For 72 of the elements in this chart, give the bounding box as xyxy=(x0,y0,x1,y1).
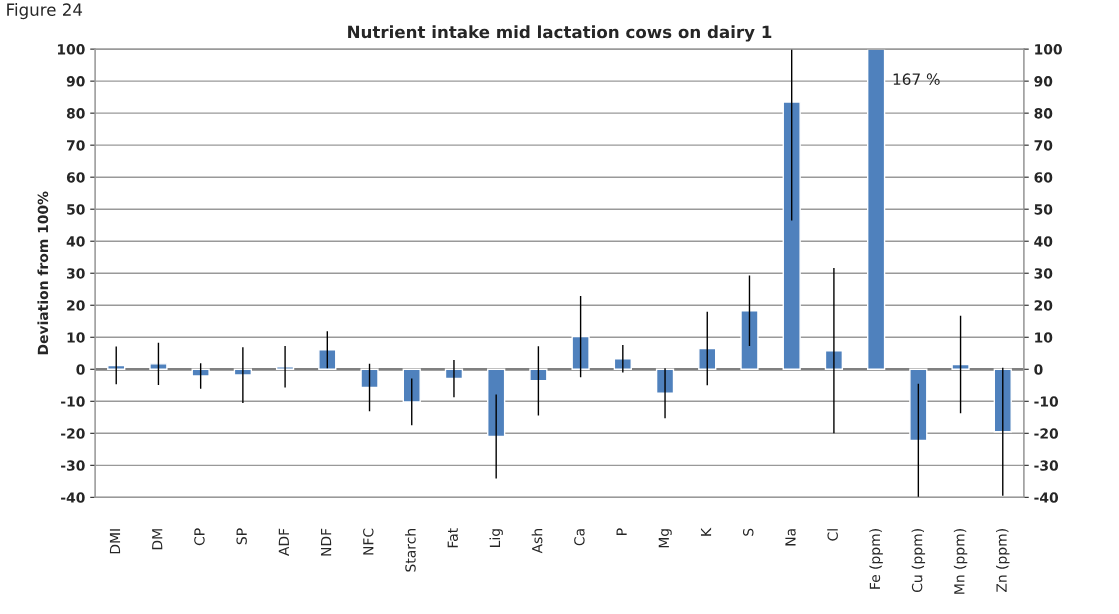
y2-tick-label: 100 xyxy=(1035,44,1062,55)
x-tick-label: Ca xyxy=(574,529,585,546)
x-tick-label: K xyxy=(700,527,712,536)
y-tick-label: 20 xyxy=(67,300,85,311)
x-tick-label: S xyxy=(743,528,754,536)
bar xyxy=(782,101,801,370)
bar xyxy=(191,368,210,377)
bar xyxy=(318,349,337,370)
bar xyxy=(149,363,168,370)
bar xyxy=(571,335,590,370)
x-tick-label: Starch xyxy=(405,529,416,572)
y-tick-label: -20 xyxy=(61,428,85,439)
y-tick-label: 30 xyxy=(66,268,85,279)
x-tick-label: SP xyxy=(236,528,247,545)
bar xyxy=(529,368,548,382)
y2-tick-label: 30 xyxy=(1034,268,1053,279)
y2-tick-label: -20 xyxy=(1034,428,1059,439)
x-tick-label: Fat xyxy=(447,528,458,548)
y-tick-label: 90 xyxy=(66,76,85,87)
y2-tick-label: -10 xyxy=(1034,396,1059,407)
bar xyxy=(951,363,970,370)
chart-title: Nutrient intake mid lactation cows on dairy 1 xyxy=(348,25,772,42)
annotation: 167 % xyxy=(893,73,940,85)
bar xyxy=(107,364,126,370)
x-tick-label: CP xyxy=(194,528,205,546)
y-tick-label: 50 xyxy=(67,204,85,215)
x-tick-label: NDF xyxy=(321,528,332,556)
bar xyxy=(402,368,421,403)
x-tick-label: DM xyxy=(152,529,163,550)
y2-tick-label: 40 xyxy=(1034,236,1053,247)
bar xyxy=(487,368,506,438)
x-tick-label: ADF xyxy=(278,528,289,556)
y-tick-label: 40 xyxy=(66,236,85,247)
y2-tick-label: 80 xyxy=(1034,108,1053,119)
bar xyxy=(866,49,886,370)
x-tick-label: P xyxy=(616,528,627,535)
y2-tick-label: 70 xyxy=(1034,140,1053,151)
x-tick-label: Mg xyxy=(658,529,672,548)
x-tick-label: Zn (ppm) xyxy=(996,529,1010,592)
y-tick-label: 100 xyxy=(57,44,85,55)
x-tick-label: Mn (ppm) xyxy=(953,529,968,594)
bar xyxy=(993,368,1012,433)
x-tick-label: DMI xyxy=(109,529,121,554)
y-tick-label: 10 xyxy=(67,332,85,343)
y-tick-label: 0 xyxy=(76,364,85,375)
x-tick-label: Cl xyxy=(827,529,838,541)
y-tick-label: -30 xyxy=(61,460,85,471)
x-tick-label: Lig xyxy=(489,529,503,547)
bar xyxy=(360,368,379,389)
y2-tick-label: 60 xyxy=(1034,172,1053,183)
caption: Figure 24 xyxy=(7,3,83,20)
y2-tick-label: 50 xyxy=(1034,204,1053,215)
y-tick-label: -40 xyxy=(61,492,85,503)
x-tick-label: Cu (ppm) xyxy=(911,529,926,593)
y-tick-label: 80 xyxy=(66,108,85,119)
bar xyxy=(740,309,759,370)
y2-tick-label: 20 xyxy=(1034,300,1053,311)
x-tick-label: Na xyxy=(785,529,796,546)
x-tick-label: Fe (ppm) xyxy=(869,529,883,589)
y-tick-label: 60 xyxy=(66,172,85,183)
y2-tick-label: 90 xyxy=(1034,76,1053,87)
y2-tick-label: 10 xyxy=(1035,332,1053,343)
x-tick-label: Ash xyxy=(531,529,543,554)
bar xyxy=(698,347,717,370)
y-tick-label: 70 xyxy=(66,140,85,151)
x-tick-label: NFC xyxy=(363,528,374,555)
bar xyxy=(909,368,928,442)
y2-tick-label: -30 xyxy=(1034,460,1059,471)
y-axis-title: Deviation from 100% xyxy=(37,191,49,355)
y2-tick-label: 0 xyxy=(1034,364,1043,375)
y2-tick-label: -40 xyxy=(1034,492,1059,503)
y-tick-label: -10 xyxy=(61,396,85,407)
